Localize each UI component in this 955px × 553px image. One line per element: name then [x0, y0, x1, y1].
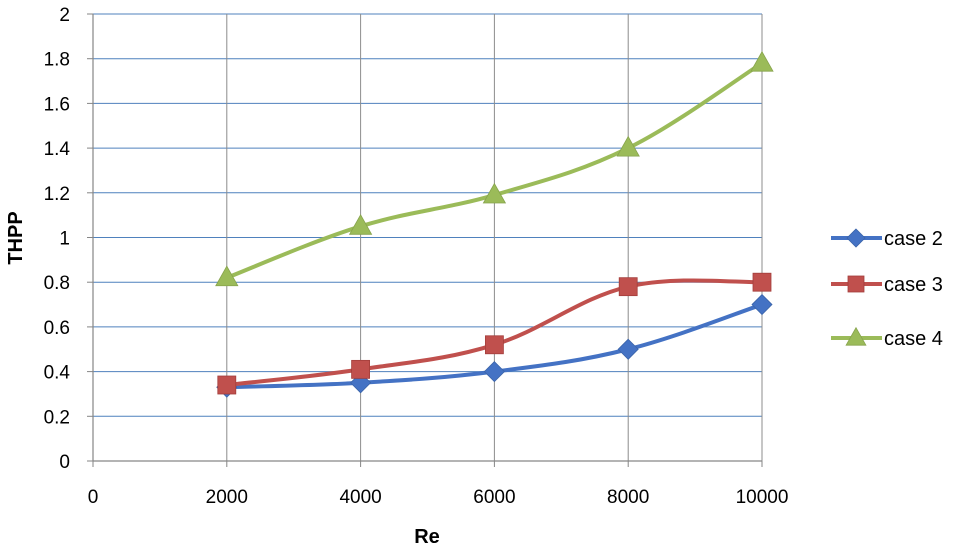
series-markers: [215, 50, 774, 398]
data-point-case-3: [618, 277, 638, 297]
data-point-case-2: [751, 293, 773, 316]
legend-item-case-4: case 4: [831, 326, 943, 350]
legend: case 2 case 3 case 4: [831, 228, 943, 350]
data-point-case-2: [483, 361, 505, 383]
y-axis-title: THPP: [5, 211, 27, 264]
x-tick-label: 10000: [736, 487, 789, 508]
data-point-case-2: [617, 338, 639, 360]
data-point-case-4: [616, 135, 640, 157]
legend-item-case-2: case 2: [831, 228, 943, 250]
y-tick-label: 0.6: [44, 318, 70, 339]
data-point-case-4: [348, 214, 373, 235]
legend-marker-case-4: [845, 326, 867, 346]
y-tick-label: 1.8: [44, 50, 70, 71]
y-tick-label: 0.8: [44, 273, 70, 294]
data-point-case-4: [215, 265, 239, 287]
y-tick-label: 0.2: [44, 407, 70, 428]
data-point-case-3: [351, 359, 371, 379]
data-point-case-3: [484, 335, 504, 355]
y-tick-label: 0.4: [44, 363, 71, 384]
legend-label-case-2: case 2: [884, 228, 943, 250]
legend-marker-case-3: [847, 275, 865, 293]
y-tick-label: 1.6: [44, 94, 70, 115]
legend-label-case-3: case 3: [884, 274, 943, 296]
x-tick-label: 2000: [206, 487, 248, 508]
data-point-case-4: [482, 182, 507, 204]
data-point-case-3: [217, 375, 237, 395]
data-point-case-4: [750, 50, 774, 72]
x-tick-label: 8000: [607, 487, 649, 508]
x-tick-label: 0: [88, 487, 99, 508]
y-tick-label: 1: [59, 229, 70, 250]
y-axis-tick-labels: 0 0.2 0.4 0.6 0.8 1 1.2 1.4 1.6 1.8 2: [44, 5, 71, 473]
legend-item-case-3: case 3: [831, 274, 943, 296]
legend-label-case-4: case 4: [884, 328, 943, 350]
x-tick-label: 6000: [473, 487, 515, 508]
x-axis-title: Re: [414, 526, 440, 548]
x-axis-tick-labels: 0 2000 4000 6000 8000 10000: [88, 487, 789, 508]
y-tick-label: 1.4: [44, 139, 71, 160]
legend-marker-case-2: [846, 228, 866, 248]
data-point-case-3: [752, 272, 772, 292]
y-tick-label: 2: [59, 5, 70, 26]
x-tick-label: 4000: [339, 487, 381, 508]
gridlines: [92, 13, 763, 462]
axes: [87, 13, 763, 467]
y-tick-label: 0: [59, 452, 70, 473]
y-tick-label: 1.2: [44, 184, 70, 205]
